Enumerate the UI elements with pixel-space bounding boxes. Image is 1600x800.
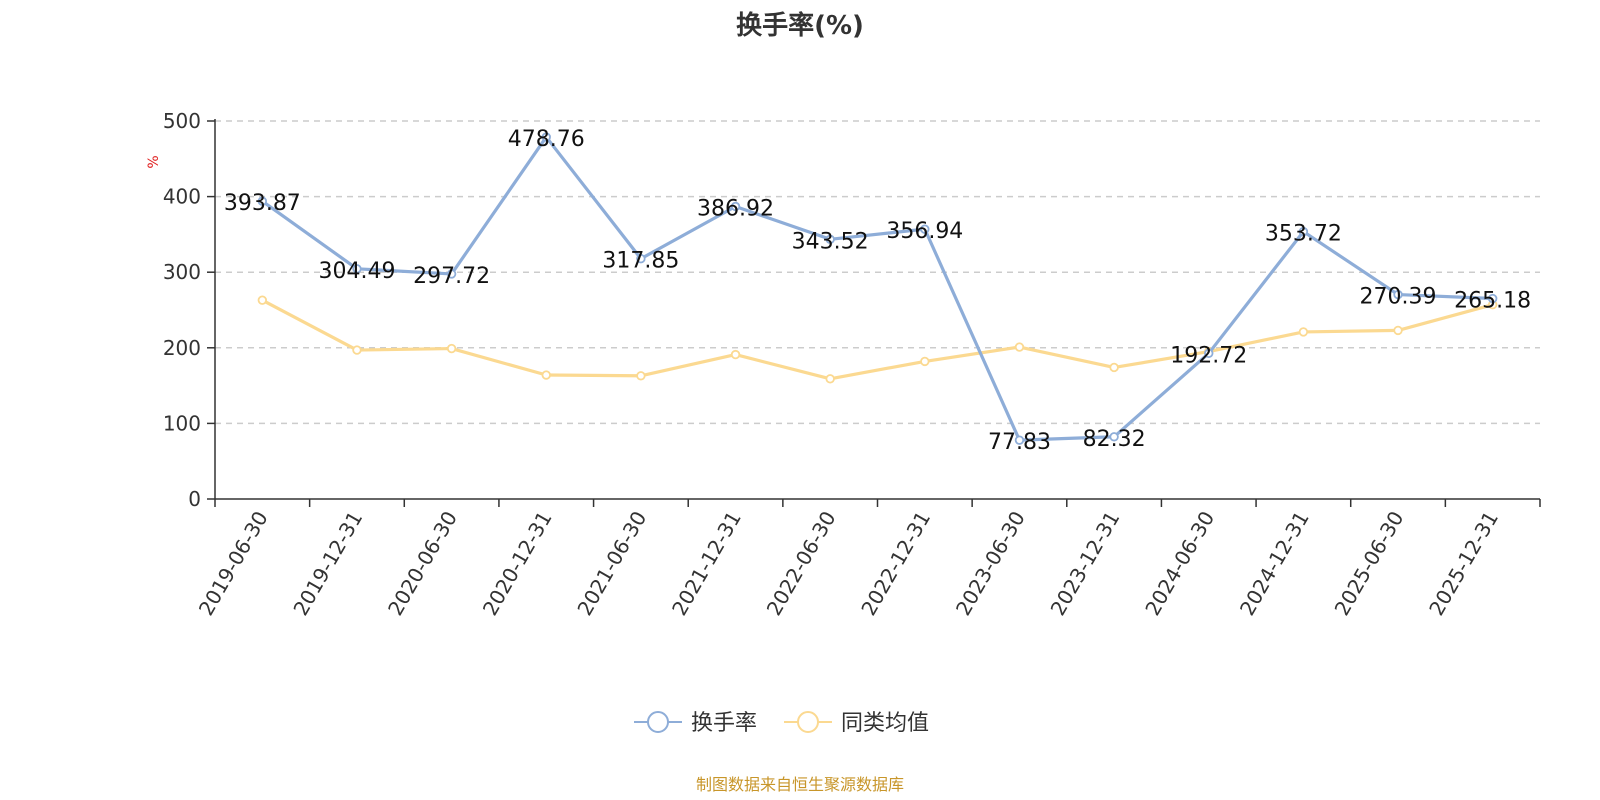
y-tick-label-5: 500 bbox=[163, 109, 201, 133]
series-0-point-1 bbox=[352, 264, 362, 274]
data-label-0-3: 478.76 bbox=[508, 127, 585, 152]
series-0-point-10 bbox=[1204, 348, 1214, 359]
x-tick-label-5: 2021-12-31 bbox=[667, 507, 746, 620]
data-label-0-8: 77.83 bbox=[988, 430, 1051, 455]
data-label-0-7: 356.94 bbox=[886, 219, 963, 244]
data-label-0-11: 353.72 bbox=[1265, 222, 1342, 247]
x-tick-label-7: 2022-12-31 bbox=[856, 507, 935, 620]
x-tick-label-3: 2020-12-31 bbox=[478, 507, 557, 620]
chart-title: 换手率(%) bbox=[736, 10, 864, 41]
series-1-point-8 bbox=[1014, 342, 1025, 352]
series-1-point-12 bbox=[1393, 325, 1403, 336]
series-layer bbox=[257, 132, 1498, 445]
x-tick-labels: 2019-06-30 2019-12-31 2020-06-30 2020-12-31… bbox=[194, 507, 1503, 620]
series-0-point-0 bbox=[257, 196, 268, 206]
x-tick-label-1: 2019-12-31 bbox=[288, 507, 367, 620]
data-label-0-4: 317.85 bbox=[602, 249, 679, 274]
x-tick-label-11: 2024-12-31 bbox=[1235, 507, 1314, 620]
series-0-point-2 bbox=[446, 269, 457, 279]
legend-marker-1 bbox=[797, 711, 819, 733]
series-0-point-12 bbox=[1393, 289, 1403, 300]
y-tick-label-1: 100 bbox=[163, 411, 201, 435]
data-labels: 393.87 304.49 297.72 478.76 317.85 386.92 343.… bbox=[224, 127, 1531, 455]
data-label-0-10: 192.72 bbox=[1170, 343, 1247, 368]
x-tick-label-4: 2021-06-30 bbox=[572, 507, 651, 620]
x-tick-label-8: 2023-06-30 bbox=[951, 507, 1030, 620]
x-tick-label-2: 2020-06-30 bbox=[383, 507, 462, 620]
x-tick-label-6: 2022-06-30 bbox=[762, 507, 841, 620]
x-tick-label-10: 2024-06-30 bbox=[1140, 507, 1219, 620]
data-label-0-9: 82.32 bbox=[1083, 427, 1146, 452]
series-1-point-7 bbox=[920, 356, 930, 367]
series-0-point-4 bbox=[636, 254, 646, 264]
legend-label-1: 同类均值 bbox=[841, 711, 929, 736]
data-label-0-13: 265.18 bbox=[1454, 289, 1531, 314]
legend-label-0: 换手率 bbox=[691, 711, 757, 736]
data-label-0-5: 386.92 bbox=[697, 196, 774, 221]
series-0-point-8 bbox=[1014, 435, 1025, 445]
legend-item-0[interactable]: 换手率 bbox=[634, 711, 757, 736]
x-tick-label-9: 2023-12-31 bbox=[1046, 507, 1125, 620]
series-1-point-4 bbox=[636, 371, 646, 381]
x-tick-label-0: 2019-06-30 bbox=[194, 507, 273, 620]
axes bbox=[207, 119, 1541, 507]
series-1-point-3 bbox=[541, 370, 551, 380]
series-0-point-7 bbox=[920, 224, 930, 234]
y-tick-label-2: 200 bbox=[163, 336, 201, 360]
series-0-point-9 bbox=[1109, 432, 1119, 442]
y-axis-unit: % bbox=[146, 155, 162, 168]
y-tick-label-4: 400 bbox=[163, 185, 201, 209]
series-1-point-1 bbox=[352, 345, 362, 355]
series-1-point-2 bbox=[446, 343, 457, 354]
series-1-point-5 bbox=[730, 349, 741, 360]
series-1-point-0 bbox=[257, 295, 268, 305]
series-0-point-5 bbox=[730, 201, 741, 212]
series-0-point-3 bbox=[541, 132, 551, 142]
legend[interactable]: 换手率 同类均值 bbox=[634, 711, 929, 736]
data-label-0-6: 343.52 bbox=[792, 229, 869, 254]
series-line-0 bbox=[261, 135, 1493, 442]
x-tick-label-12: 2025-06-30 bbox=[1330, 507, 1409, 620]
legend-marker-0 bbox=[647, 711, 669, 733]
data-label-0-0: 393.87 bbox=[224, 191, 301, 216]
y-tick-label-3: 300 bbox=[163, 260, 201, 284]
series-1-point-11 bbox=[1298, 327, 1309, 337]
x-tick-label-13: 2025-12-31 bbox=[1424, 507, 1503, 620]
data-label-0-12: 270.39 bbox=[1360, 285, 1437, 310]
source-note: 制图数据来自恒生聚源数据库 bbox=[696, 775, 904, 794]
series-line-1 bbox=[261, 298, 1494, 381]
data-label-0-2: 297.72 bbox=[413, 264, 490, 289]
series-0-point-13 bbox=[1487, 293, 1498, 304]
y-tick-labels: 0 100 200 300 400 500 bbox=[163, 109, 201, 511]
data-label-0-1: 304.49 bbox=[318, 259, 395, 284]
series-1-point-9 bbox=[1109, 362, 1119, 373]
series-1-point-6 bbox=[825, 374, 835, 384]
y-tick-label-0: 0 bbox=[188, 487, 201, 511]
series-0-point-6 bbox=[825, 234, 835, 244]
series-0-point-11 bbox=[1298, 226, 1309, 237]
legend-item-1[interactable]: 同类均值 bbox=[784, 711, 929, 736]
